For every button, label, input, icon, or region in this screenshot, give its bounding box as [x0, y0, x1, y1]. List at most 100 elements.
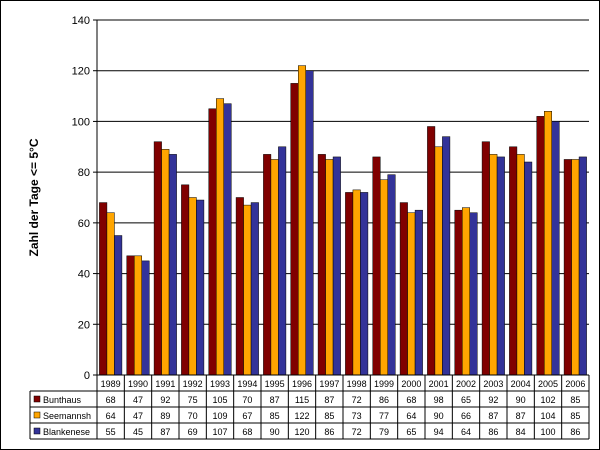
data-label-bunthaus-2006: 85 — [570, 395, 580, 405]
bar-bunthaus-1989 — [99, 202, 108, 376]
data-label-bunthaus-1993: 105 — [212, 395, 227, 405]
data-label-blankenese-1994: 68 — [242, 427, 252, 437]
x-tick-label-2001: 2001 — [429, 379, 449, 389]
legend-swatch-blankenese — [33, 427, 41, 435]
data-label-bunthaus-1999: 86 — [379, 395, 389, 405]
data-label-bunthaus-2003: 92 — [488, 395, 498, 405]
y-tick-label-80: 80 — [78, 167, 90, 179]
x-tick-label-1996: 1996 — [292, 379, 312, 389]
bar-blankenese-2004 — [524, 161, 533, 376]
data-label-blankenese-2003: 86 — [488, 427, 498, 437]
bar-bunthaus-1992 — [181, 184, 190, 376]
bar-bunthaus-1991 — [153, 141, 162, 376]
bar-blankenese-1989 — [114, 235, 123, 376]
data-label-seemannsh-1989: 64 — [106, 411, 116, 421]
bar-blankenese-2000 — [414, 209, 423, 376]
x-tick-label-1995: 1995 — [265, 379, 285, 389]
x-tick-label-1998: 1998 — [347, 379, 367, 389]
bar-blankenese-1995 — [278, 146, 287, 376]
data-label-seemannsh-1992: 70 — [188, 411, 198, 421]
x-tick-label-1997: 1997 — [319, 379, 339, 389]
bar-seemannsh-2002 — [462, 207, 470, 376]
data-label-bunthaus-1995: 87 — [270, 395, 280, 405]
y-tick-label-60: 60 — [78, 218, 90, 230]
x-tick-label-2006: 2006 — [565, 379, 585, 389]
bar-bunthaus-1999 — [372, 156, 381, 376]
legend-label-blankenese: Blankenese — [43, 427, 90, 437]
legend-label-bunthaus: Bunthaus — [43, 395, 82, 405]
data-label-blankenese-1999: 79 — [379, 427, 389, 437]
y-tick-label-40: 40 — [78, 269, 90, 281]
data-label-bunthaus-2005: 102 — [540, 395, 555, 405]
data-label-bunthaus-1989: 68 — [106, 395, 116, 405]
bar-bunthaus-2006 — [563, 159, 572, 376]
legend-swatch-seemannsh — [33, 411, 41, 419]
bar-blankenese-1993 — [223, 103, 232, 376]
bar-bunthaus-2003 — [481, 141, 490, 376]
data-label-blankenese-1996: 120 — [294, 427, 309, 437]
data-label-bunthaus-2000: 68 — [406, 395, 416, 405]
bar-bunthaus-2004 — [509, 146, 518, 376]
data-label-blankenese-1997: 86 — [324, 427, 334, 437]
data-label-seemannsh-1991: 89 — [160, 411, 170, 421]
bar-blankenese-2001 — [442, 136, 451, 376]
bar-seemannsh-1998 — [352, 189, 361, 376]
data-label-seemannsh-2003: 87 — [488, 411, 498, 421]
bar-blankenese-2002 — [469, 212, 478, 376]
x-tick-label-1990: 1990 — [128, 379, 148, 389]
x-tick-label-2004: 2004 — [511, 379, 531, 389]
x-tick-label-2002: 2002 — [456, 379, 476, 389]
bar-bunthaus-1993 — [208, 108, 217, 376]
bar-blankenese-1994 — [250, 202, 259, 376]
data-label-bunthaus-1990: 47 — [133, 395, 143, 405]
x-tick-label-1991: 1991 — [155, 379, 175, 389]
bar-bunthaus-1990 — [126, 255, 135, 376]
data-label-seemannsh-1997: 85 — [324, 411, 334, 421]
bar-bunthaus-2001 — [427, 126, 436, 376]
data-label-seemannsh-1999: 77 — [379, 411, 389, 421]
data-label-seemannsh-1995: 85 — [270, 411, 280, 421]
bar-blankenese-1992 — [196, 199, 205, 376]
bar-blankenese-1998 — [360, 192, 369, 376]
data-label-bunthaus-1998: 72 — [352, 395, 362, 405]
data-label-blankenese-2002: 64 — [461, 427, 471, 437]
bar-bunthaus-1998 — [345, 192, 354, 376]
data-label-seemannsh-1993: 109 — [212, 411, 227, 421]
data-label-blankenese-2000: 65 — [406, 427, 416, 437]
data-label-blankenese-2001: 94 — [434, 427, 444, 437]
legend-label-seemannsh: Seemannsh — [43, 411, 91, 421]
data-label-bunthaus-1992: 75 — [188, 395, 198, 405]
y-tick-label-20: 20 — [78, 319, 90, 331]
x-tick-label-2005: 2005 — [538, 379, 558, 389]
bar-seemannsh-2000 — [407, 212, 416, 376]
bar-seemannsh-1989 — [106, 212, 115, 376]
x-tick-label-1992: 1992 — [183, 379, 203, 389]
data-label-seemannsh-2005: 104 — [540, 411, 555, 421]
data-label-blankenese-2004: 84 — [516, 427, 526, 437]
x-tick-label-1994: 1994 — [237, 379, 257, 389]
bar-blankenese-2006 — [578, 156, 587, 376]
x-tick-label-1993: 1993 — [210, 379, 230, 389]
data-label-blankenese-1989: 55 — [106, 427, 116, 437]
bar-seemannsh-1991 — [161, 149, 170, 376]
data-label-seemannsh-2004: 87 — [516, 411, 526, 421]
data-label-bunthaus-1997: 87 — [324, 395, 334, 405]
bar-seemannsh-1996 — [298, 65, 306, 376]
data-label-seemannsh-2000: 64 — [406, 411, 416, 421]
bar-blankenese-1996 — [305, 70, 314, 376]
x-tick-label-2000: 2000 — [401, 379, 421, 389]
bar-blankenese-1999 — [387, 174, 396, 376]
y-tick-label-0: 0 — [84, 370, 90, 382]
data-label-blankenese-2006: 86 — [570, 427, 580, 437]
bar-blankenese-1991 — [168, 154, 177, 376]
data-label-blankenese-1990: 45 — [133, 427, 143, 437]
y-tick-label-100: 100 — [72, 116, 90, 128]
data-label-seemannsh-2002: 66 — [461, 411, 471, 421]
bar-seemannsh-2001 — [434, 146, 443, 376]
bar-bunthaus-1995 — [263, 154, 272, 376]
bar-seemannsh-1995 — [270, 159, 279, 376]
bar-blankenese-1997 — [332, 156, 341, 376]
legend-swatch-bunthaus — [33, 395, 41, 403]
data-label-bunthaus-2002: 65 — [461, 395, 471, 405]
